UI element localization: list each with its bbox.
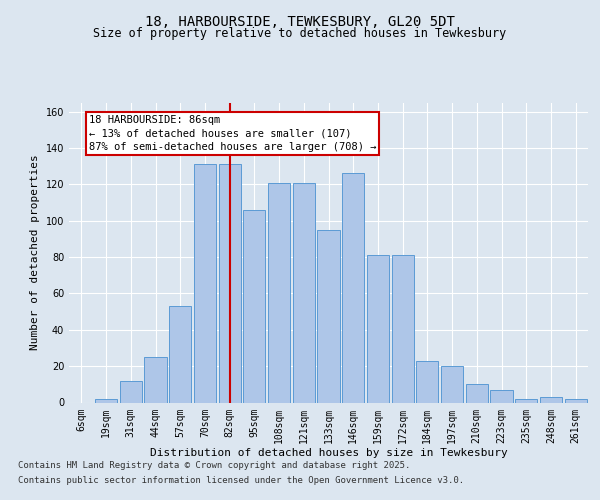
Bar [342, 174, 364, 402]
Text: Size of property relative to detached houses in Tewkesbury: Size of property relative to detached ho… [94, 28, 506, 40]
Bar [515, 399, 538, 402]
Bar [490, 390, 512, 402]
Bar [441, 366, 463, 403]
Y-axis label: Number of detached properties: Number of detached properties [30, 154, 40, 350]
Text: Contains public sector information licensed under the Open Government Licence v3: Contains public sector information licen… [18, 476, 464, 485]
Bar [367, 255, 389, 402]
Bar [466, 384, 488, 402]
Bar [317, 230, 340, 402]
Bar [119, 380, 142, 402]
Bar [194, 164, 216, 402]
Bar [540, 397, 562, 402]
Bar [145, 357, 167, 403]
Bar [565, 399, 587, 402]
Text: 18 HARBOURSIDE: 86sqm
← 13% of detached houses are smaller (107)
87% of semi-det: 18 HARBOURSIDE: 86sqm ← 13% of detached … [89, 115, 376, 152]
Bar [169, 306, 191, 402]
Bar [416, 360, 439, 403]
Bar [268, 182, 290, 402]
Bar [95, 399, 117, 402]
Bar [392, 255, 414, 402]
Text: 18, HARBOURSIDE, TEWKESBURY, GL20 5DT: 18, HARBOURSIDE, TEWKESBURY, GL20 5DT [145, 15, 455, 29]
Text: Contains HM Land Registry data © Crown copyright and database right 2025.: Contains HM Land Registry data © Crown c… [18, 461, 410, 470]
Bar [243, 210, 265, 402]
Bar [218, 164, 241, 402]
X-axis label: Distribution of detached houses by size in Tewkesbury: Distribution of detached houses by size … [149, 448, 508, 458]
Bar [293, 182, 315, 402]
